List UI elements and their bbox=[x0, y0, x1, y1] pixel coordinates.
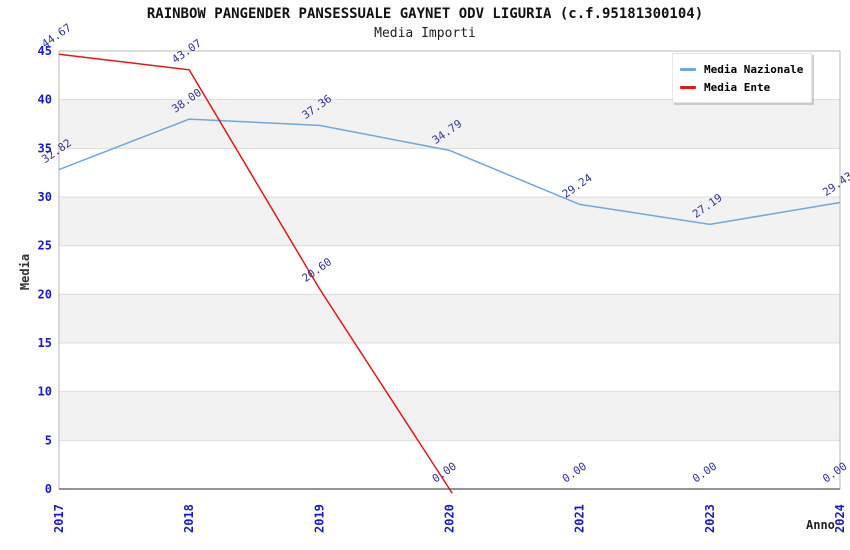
x-tick-label: 2018 bbox=[182, 504, 196, 533]
x-tick-label: 2024 bbox=[833, 504, 847, 533]
chart-subtitle: Media Importi bbox=[374, 26, 476, 41]
data-label: 0.00 bbox=[560, 460, 589, 486]
data-label: 0.00 bbox=[820, 460, 849, 486]
data-label: 29.43 bbox=[820, 169, 850, 199]
x-tick-label: 2023 bbox=[703, 504, 717, 533]
x-tick-label: 2021 bbox=[573, 504, 587, 533]
legend: Media Nazionale Media Ente bbox=[672, 53, 812, 103]
y-tick-label: 35 bbox=[38, 141, 52, 155]
y-tick-label: 20 bbox=[38, 287, 52, 301]
data-label: 0.00 bbox=[690, 460, 719, 486]
legend-item-media-nazionale: Media Nazionale bbox=[680, 61, 805, 77]
chart-title: RAINBOW PANGENDER PANSESSUALE GAYNET ODV… bbox=[146, 6, 704, 22]
grid-band bbox=[59, 294, 840, 343]
media-ente-line-marker-icon bbox=[680, 85, 696, 89]
y-tick-label: 40 bbox=[38, 93, 52, 107]
x-axis-title: Anno bbox=[806, 518, 835, 532]
y-axis-title: Media bbox=[18, 253, 32, 291]
legend-label: Media Nazionale bbox=[704, 62, 804, 76]
y-tick-label: 30 bbox=[38, 190, 52, 204]
series-line-media-nazionale bbox=[58, 118, 841, 226]
series-line-media-ente bbox=[58, 53, 453, 494]
grid-band bbox=[59, 391, 840, 441]
x-tick-label: 2020 bbox=[443, 504, 457, 533]
grid-band bbox=[59, 197, 840, 246]
legend-item-media-ente: Media Ente bbox=[680, 79, 805, 95]
y-tick-label: 10 bbox=[38, 385, 52, 399]
data-label: 20.60 bbox=[300, 255, 335, 285]
x-tick-label: 2019 bbox=[312, 504, 326, 533]
y-tick-label: 15 bbox=[38, 336, 52, 350]
y-tick-label: 5 bbox=[45, 433, 52, 447]
y-tick-label: 0 bbox=[45, 482, 52, 496]
grid-band bbox=[59, 99, 840, 149]
y-tick-label: 25 bbox=[38, 239, 52, 253]
y-tick-label: 45 bbox=[38, 44, 52, 58]
legend-label: Media Ente bbox=[704, 80, 771, 94]
media-nazionale-line-marker-icon bbox=[680, 67, 696, 71]
x-tick-label: 2017 bbox=[52, 504, 66, 533]
data-label: 29.24 bbox=[560, 171, 595, 201]
